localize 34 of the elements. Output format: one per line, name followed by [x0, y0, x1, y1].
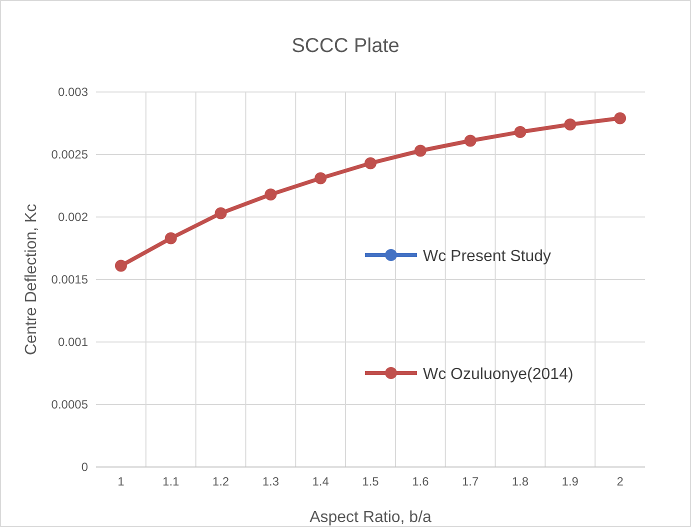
y-tick-label: 0.001 — [58, 334, 88, 349]
point — [464, 134, 476, 147]
y-tick-label: 0.0025 — [51, 147, 88, 162]
x-tick-label: 1.3 — [262, 474, 280, 489]
point — [414, 144, 426, 157]
x-tick-label: 1.7 — [462, 474, 479, 489]
x-tick-label: 1 — [118, 474, 125, 489]
x-tick-label: 1.2 — [212, 474, 230, 489]
legend-label: Wc Present Study — [423, 248, 552, 265]
x-tick-label: 1.6 — [412, 474, 430, 489]
y-tick-label: 0.0015 — [51, 272, 88, 286]
y-tick-label: 0.0005 — [51, 397, 88, 412]
legend-label: Wc Ozuluonye(2014) — [423, 366, 574, 383]
y-axis-title: Centre Deflection, Kc — [23, 204, 40, 356]
point — [214, 207, 227, 220]
chart-title: SCCC Plate — [292, 35, 400, 57]
x-tick-label: 1.1 — [162, 474, 180, 489]
point — [314, 172, 327, 184]
point — [364, 157, 376, 170]
y-tick-label: 0 — [81, 460, 88, 474]
point — [514, 126, 526, 138]
x-tick-label: 1.4 — [312, 474, 330, 489]
y-tick-label: 0.002 — [58, 210, 88, 224]
point — [114, 260, 127, 272]
x-tick-label: 1.8 — [512, 474, 529, 489]
y-tick-label: 0.003 — [58, 84, 88, 99]
point — [564, 118, 576, 130]
point — [164, 232, 177, 244]
point — [614, 112, 626, 124]
x-tick-label: 2 — [616, 474, 624, 489]
point — [264, 188, 277, 200]
x-tick-label: 1.9 — [562, 474, 579, 489]
x-tick-label: 1.5 — [362, 474, 380, 489]
x-axis-title: Aspect Ratio, b/a — [310, 509, 432, 526]
